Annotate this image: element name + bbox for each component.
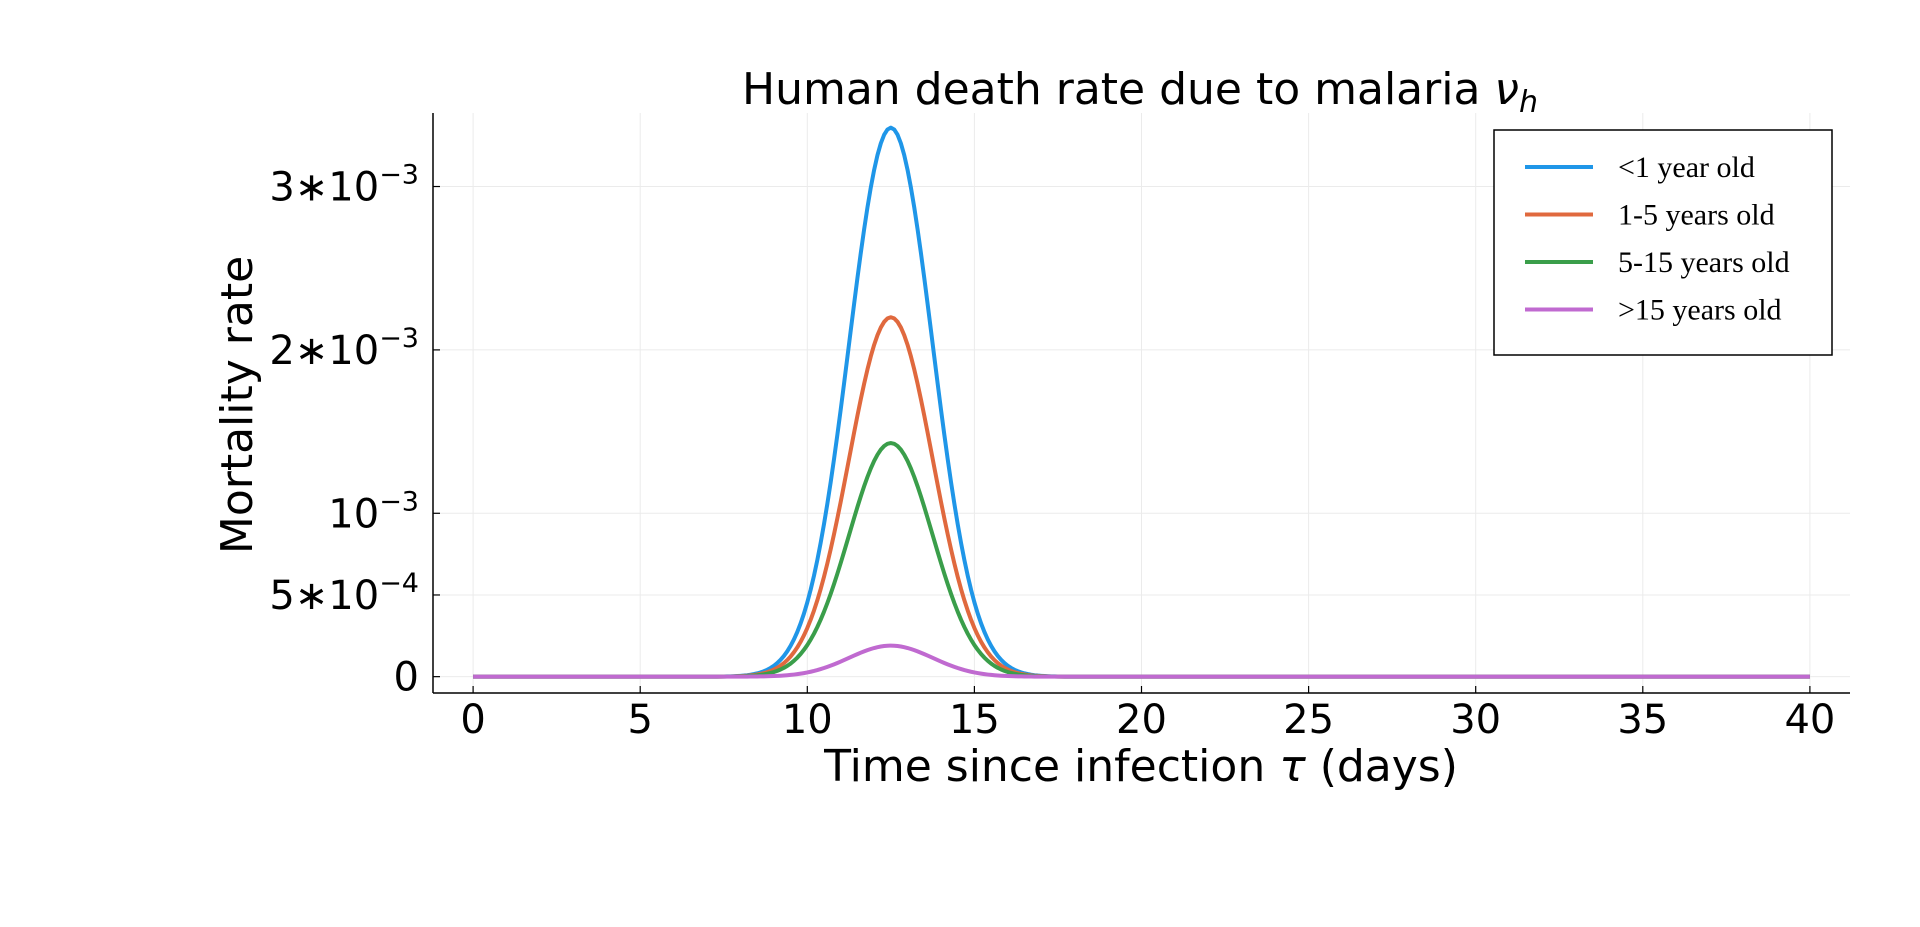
legend-label: <1 year old <box>1618 151 1755 184</box>
series-line <box>473 643 1810 679</box>
y-tick-label: 2∗10−3 <box>269 323 419 374</box>
series-lines <box>473 125 1810 679</box>
legend-label: 1-5 years old <box>1618 199 1775 232</box>
y-tick-label: 10−3 <box>328 486 419 537</box>
y-tick-label: 3∗10−3 <box>269 160 419 211</box>
x-tick-label: 25 <box>1283 697 1334 743</box>
x-ticks: 0 5 10 15 20 25 30 35 40 <box>460 686 1835 743</box>
chart-title: Human death rate due to malaria νh <box>742 64 1538 120</box>
legend: <1 year old 1-5 years old 5-15 years old >1… <box>1493 129 1833 356</box>
y-ticks: 0 5∗10−4 10−3 2∗10−3 3∗10−3 <box>269 160 440 701</box>
y-tick-label: 0 <box>394 655 419 701</box>
legend-label: >15 years old <box>1618 294 1782 327</box>
y-axis-label: Mortality rate <box>212 256 263 554</box>
x-tick-label: 5 <box>627 697 652 743</box>
x-tick-label: 35 <box>1617 697 1668 743</box>
x-tick-label: 40 <box>1784 697 1835 743</box>
x-tick-label: 10 <box>782 697 833 743</box>
x-tick-label: 0 <box>460 697 485 743</box>
legend-items: <1 year old 1-5 years old 5-15 years old >1… <box>1525 151 1790 327</box>
x-tick-label: 30 <box>1450 697 1501 743</box>
x-tick-label: 20 <box>1116 697 1167 743</box>
x-axis-label: Time since infection τ (days) <box>823 741 1458 792</box>
legend-label: 5-15 years old <box>1618 246 1790 279</box>
y-tick-label: 5∗10−4 <box>269 568 419 619</box>
x-tick-label: 15 <box>949 697 1000 743</box>
